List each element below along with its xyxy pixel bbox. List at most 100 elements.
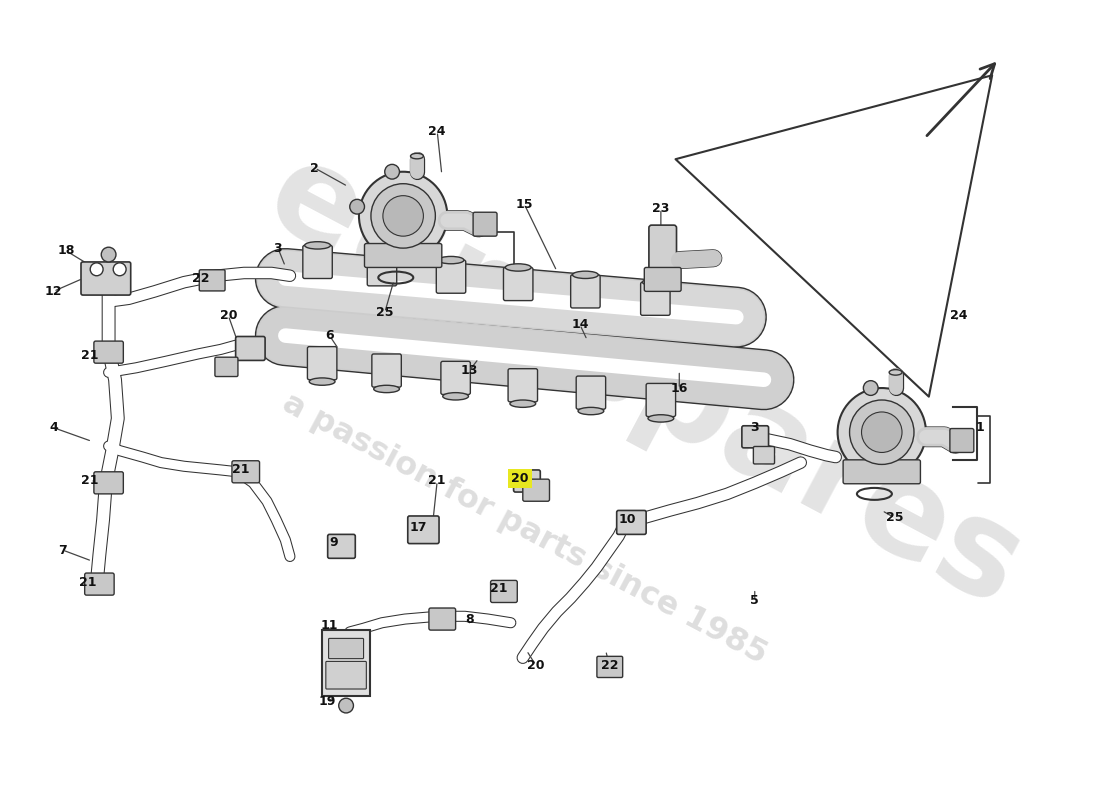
Circle shape: [383, 196, 424, 236]
Circle shape: [385, 164, 399, 179]
Ellipse shape: [648, 414, 674, 422]
Circle shape: [350, 199, 364, 214]
Text: 8: 8: [465, 613, 474, 626]
Circle shape: [339, 698, 353, 713]
FancyBboxPatch shape: [322, 630, 370, 696]
Text: 21: 21: [81, 474, 99, 487]
Circle shape: [359, 172, 448, 260]
FancyBboxPatch shape: [232, 461, 260, 483]
Text: a passion for parts since 1985: a passion for parts since 1985: [277, 387, 772, 670]
Ellipse shape: [578, 407, 604, 414]
Text: 12: 12: [45, 285, 62, 298]
FancyBboxPatch shape: [504, 267, 532, 301]
Circle shape: [101, 247, 116, 262]
Text: 6: 6: [326, 329, 333, 342]
FancyBboxPatch shape: [372, 354, 402, 387]
FancyBboxPatch shape: [491, 581, 517, 602]
Text: 5: 5: [750, 594, 759, 607]
FancyBboxPatch shape: [326, 662, 366, 689]
FancyBboxPatch shape: [81, 262, 131, 295]
Text: 4: 4: [50, 421, 58, 434]
Text: 21: 21: [232, 462, 250, 475]
Text: 18: 18: [57, 244, 75, 258]
FancyBboxPatch shape: [214, 357, 238, 377]
Text: 17: 17: [410, 521, 428, 534]
FancyBboxPatch shape: [94, 472, 123, 494]
Text: 9: 9: [329, 536, 338, 549]
Ellipse shape: [309, 378, 336, 386]
FancyBboxPatch shape: [437, 260, 465, 294]
FancyBboxPatch shape: [328, 534, 355, 558]
Text: 13: 13: [461, 364, 478, 377]
Text: 3: 3: [274, 242, 283, 254]
Text: 24: 24: [950, 309, 968, 322]
Circle shape: [90, 263, 103, 276]
Text: 21: 21: [81, 350, 99, 362]
Text: 21: 21: [429, 474, 446, 487]
FancyBboxPatch shape: [235, 337, 265, 361]
Circle shape: [113, 263, 127, 276]
FancyBboxPatch shape: [741, 426, 769, 448]
FancyBboxPatch shape: [364, 243, 442, 267]
Ellipse shape: [370, 249, 395, 257]
Circle shape: [371, 184, 436, 248]
Text: 22: 22: [191, 272, 209, 285]
FancyBboxPatch shape: [754, 446, 774, 464]
Text: 11: 11: [321, 619, 339, 632]
Text: 14: 14: [571, 318, 588, 331]
FancyBboxPatch shape: [950, 429, 974, 453]
Text: 25: 25: [886, 511, 903, 524]
FancyBboxPatch shape: [441, 362, 471, 394]
FancyBboxPatch shape: [571, 275, 601, 308]
Circle shape: [861, 412, 902, 453]
FancyBboxPatch shape: [429, 608, 455, 630]
Text: 10: 10: [619, 513, 637, 526]
Ellipse shape: [305, 242, 330, 249]
FancyBboxPatch shape: [649, 225, 676, 282]
Text: 20: 20: [220, 309, 236, 322]
Ellipse shape: [572, 271, 598, 278]
FancyBboxPatch shape: [307, 346, 337, 380]
FancyBboxPatch shape: [329, 638, 364, 658]
Circle shape: [864, 381, 878, 395]
Text: 25: 25: [376, 306, 394, 319]
FancyBboxPatch shape: [646, 383, 675, 417]
FancyBboxPatch shape: [843, 460, 921, 484]
FancyBboxPatch shape: [408, 516, 439, 543]
Text: 3: 3: [750, 421, 759, 434]
FancyBboxPatch shape: [514, 470, 540, 492]
Ellipse shape: [442, 393, 469, 400]
Ellipse shape: [374, 386, 399, 393]
Text: 20: 20: [527, 658, 544, 671]
Text: 22: 22: [601, 658, 618, 671]
Text: 1: 1: [976, 421, 984, 434]
FancyBboxPatch shape: [199, 270, 226, 291]
FancyBboxPatch shape: [302, 246, 332, 278]
Text: 24: 24: [429, 125, 446, 138]
Text: 15: 15: [516, 198, 534, 211]
FancyBboxPatch shape: [367, 253, 397, 286]
FancyBboxPatch shape: [617, 510, 646, 534]
Text: 23: 23: [652, 202, 670, 215]
Ellipse shape: [642, 278, 668, 286]
Ellipse shape: [505, 264, 531, 271]
FancyBboxPatch shape: [576, 376, 606, 410]
Ellipse shape: [510, 400, 536, 407]
Ellipse shape: [438, 257, 464, 264]
Text: 16: 16: [671, 382, 688, 395]
Text: 7: 7: [58, 543, 67, 557]
FancyBboxPatch shape: [94, 341, 123, 363]
FancyBboxPatch shape: [645, 267, 681, 291]
FancyBboxPatch shape: [85, 573, 114, 595]
Text: 21: 21: [491, 582, 507, 595]
Circle shape: [837, 388, 926, 476]
FancyBboxPatch shape: [508, 369, 538, 402]
Text: 20: 20: [512, 472, 529, 485]
FancyBboxPatch shape: [473, 212, 497, 236]
Text: 2: 2: [310, 162, 319, 174]
Text: 19: 19: [318, 695, 336, 709]
Ellipse shape: [410, 154, 424, 159]
FancyBboxPatch shape: [640, 282, 670, 315]
Text: 21: 21: [79, 576, 96, 589]
Circle shape: [849, 400, 914, 465]
